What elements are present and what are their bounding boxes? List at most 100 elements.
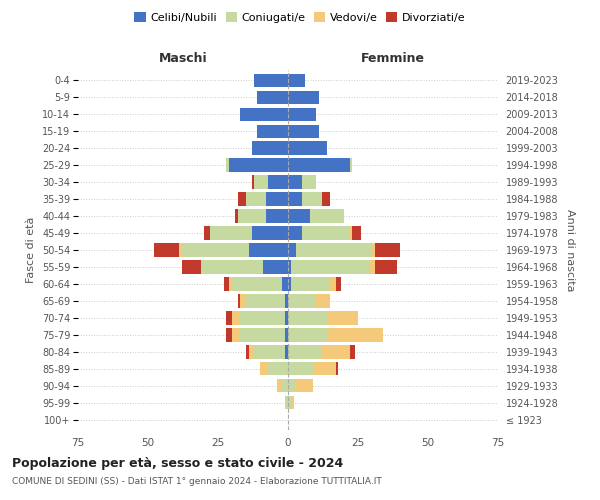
Bar — [285, 294, 288, 308]
Bar — [296, 244, 372, 256]
Bar — [226, 312, 232, 324]
Bar — [288, 158, 350, 172]
Bar — [257, 90, 288, 104]
Bar — [285, 328, 288, 342]
Bar — [257, 124, 288, 138]
Bar — [327, 328, 383, 342]
Y-axis label: Fasce di età: Fasce di età — [26, 217, 37, 283]
Bar — [288, 312, 327, 324]
Bar — [288, 124, 319, 138]
Bar — [302, 226, 350, 239]
Bar — [283, 379, 288, 392]
Bar — [288, 328, 327, 342]
Bar — [288, 90, 319, 104]
Bar — [266, 210, 288, 222]
Bar — [251, 142, 288, 154]
Bar — [322, 192, 330, 205]
Bar — [229, 278, 232, 290]
Bar — [154, 244, 179, 256]
Bar — [235, 210, 238, 222]
Bar — [288, 396, 291, 409]
Bar — [369, 260, 375, 274]
Bar — [277, 379, 283, 392]
Bar — [288, 142, 327, 154]
Bar — [327, 312, 358, 324]
Bar — [238, 192, 246, 205]
Bar — [288, 210, 310, 222]
Bar — [251, 176, 254, 188]
Bar — [241, 328, 285, 342]
Bar — [246, 192, 266, 205]
Bar — [260, 362, 268, 376]
Bar — [288, 176, 302, 188]
Bar — [238, 294, 241, 308]
Bar — [288, 346, 322, 358]
Bar — [182, 244, 249, 256]
Bar — [375, 260, 397, 274]
Bar — [246, 294, 285, 308]
Bar — [302, 176, 316, 188]
Bar — [288, 244, 296, 256]
Bar — [179, 244, 182, 256]
Bar — [232, 328, 241, 342]
Bar — [285, 346, 288, 358]
Bar — [288, 226, 302, 239]
Bar — [249, 244, 288, 256]
Bar — [288, 74, 305, 87]
Bar — [204, 226, 209, 239]
Text: Popolazione per età, sesso e stato civile - 2024: Popolazione per età, sesso e stato civil… — [12, 458, 343, 470]
Bar — [268, 176, 288, 188]
Bar — [288, 192, 302, 205]
Bar — [350, 226, 352, 239]
Bar — [322, 346, 350, 358]
Bar — [232, 278, 283, 290]
Bar — [288, 379, 296, 392]
Bar — [372, 244, 375, 256]
Bar — [313, 362, 335, 376]
Bar — [350, 346, 355, 358]
Bar — [352, 226, 361, 239]
Bar — [283, 278, 288, 290]
Bar — [291, 396, 293, 409]
Bar — [263, 260, 288, 274]
Bar — [241, 294, 246, 308]
Bar — [226, 328, 232, 342]
Bar — [254, 346, 285, 358]
Bar — [291, 278, 330, 290]
Bar — [316, 294, 330, 308]
Bar — [310, 210, 344, 222]
Bar — [241, 108, 288, 121]
Text: Femmine: Femmine — [361, 52, 425, 65]
Bar — [246, 346, 249, 358]
Bar — [291, 260, 369, 274]
Bar — [251, 226, 288, 239]
Bar — [229, 158, 288, 172]
Bar — [375, 244, 400, 256]
Bar — [288, 260, 291, 274]
Bar — [249, 346, 254, 358]
Bar — [268, 362, 288, 376]
Bar — [288, 108, 316, 121]
Bar — [238, 210, 266, 222]
Bar — [209, 226, 251, 239]
Bar — [254, 74, 288, 87]
Text: COMUNE DI SEDINI (SS) - Dati ISTAT 1° gennaio 2024 - Elaborazione TUTTITALIA.IT: COMUNE DI SEDINI (SS) - Dati ISTAT 1° ge… — [12, 478, 382, 486]
Y-axis label: Anni di nascita: Anni di nascita — [565, 209, 575, 291]
Bar — [254, 176, 268, 188]
Bar — [350, 158, 352, 172]
Legend: Celibi/Nubili, Coniugati/e, Vedovi/e, Divorziati/e: Celibi/Nubili, Coniugati/e, Vedovi/e, Di… — [130, 8, 470, 28]
Bar — [288, 278, 291, 290]
Bar — [335, 278, 341, 290]
Bar — [330, 278, 335, 290]
Bar — [201, 260, 263, 274]
Bar — [288, 362, 313, 376]
Bar — [241, 312, 285, 324]
Bar — [226, 158, 229, 172]
Bar — [302, 192, 322, 205]
Bar — [288, 294, 316, 308]
Bar — [285, 396, 288, 409]
Bar — [266, 192, 288, 205]
Bar — [182, 260, 201, 274]
Bar — [335, 362, 338, 376]
Bar — [224, 278, 229, 290]
